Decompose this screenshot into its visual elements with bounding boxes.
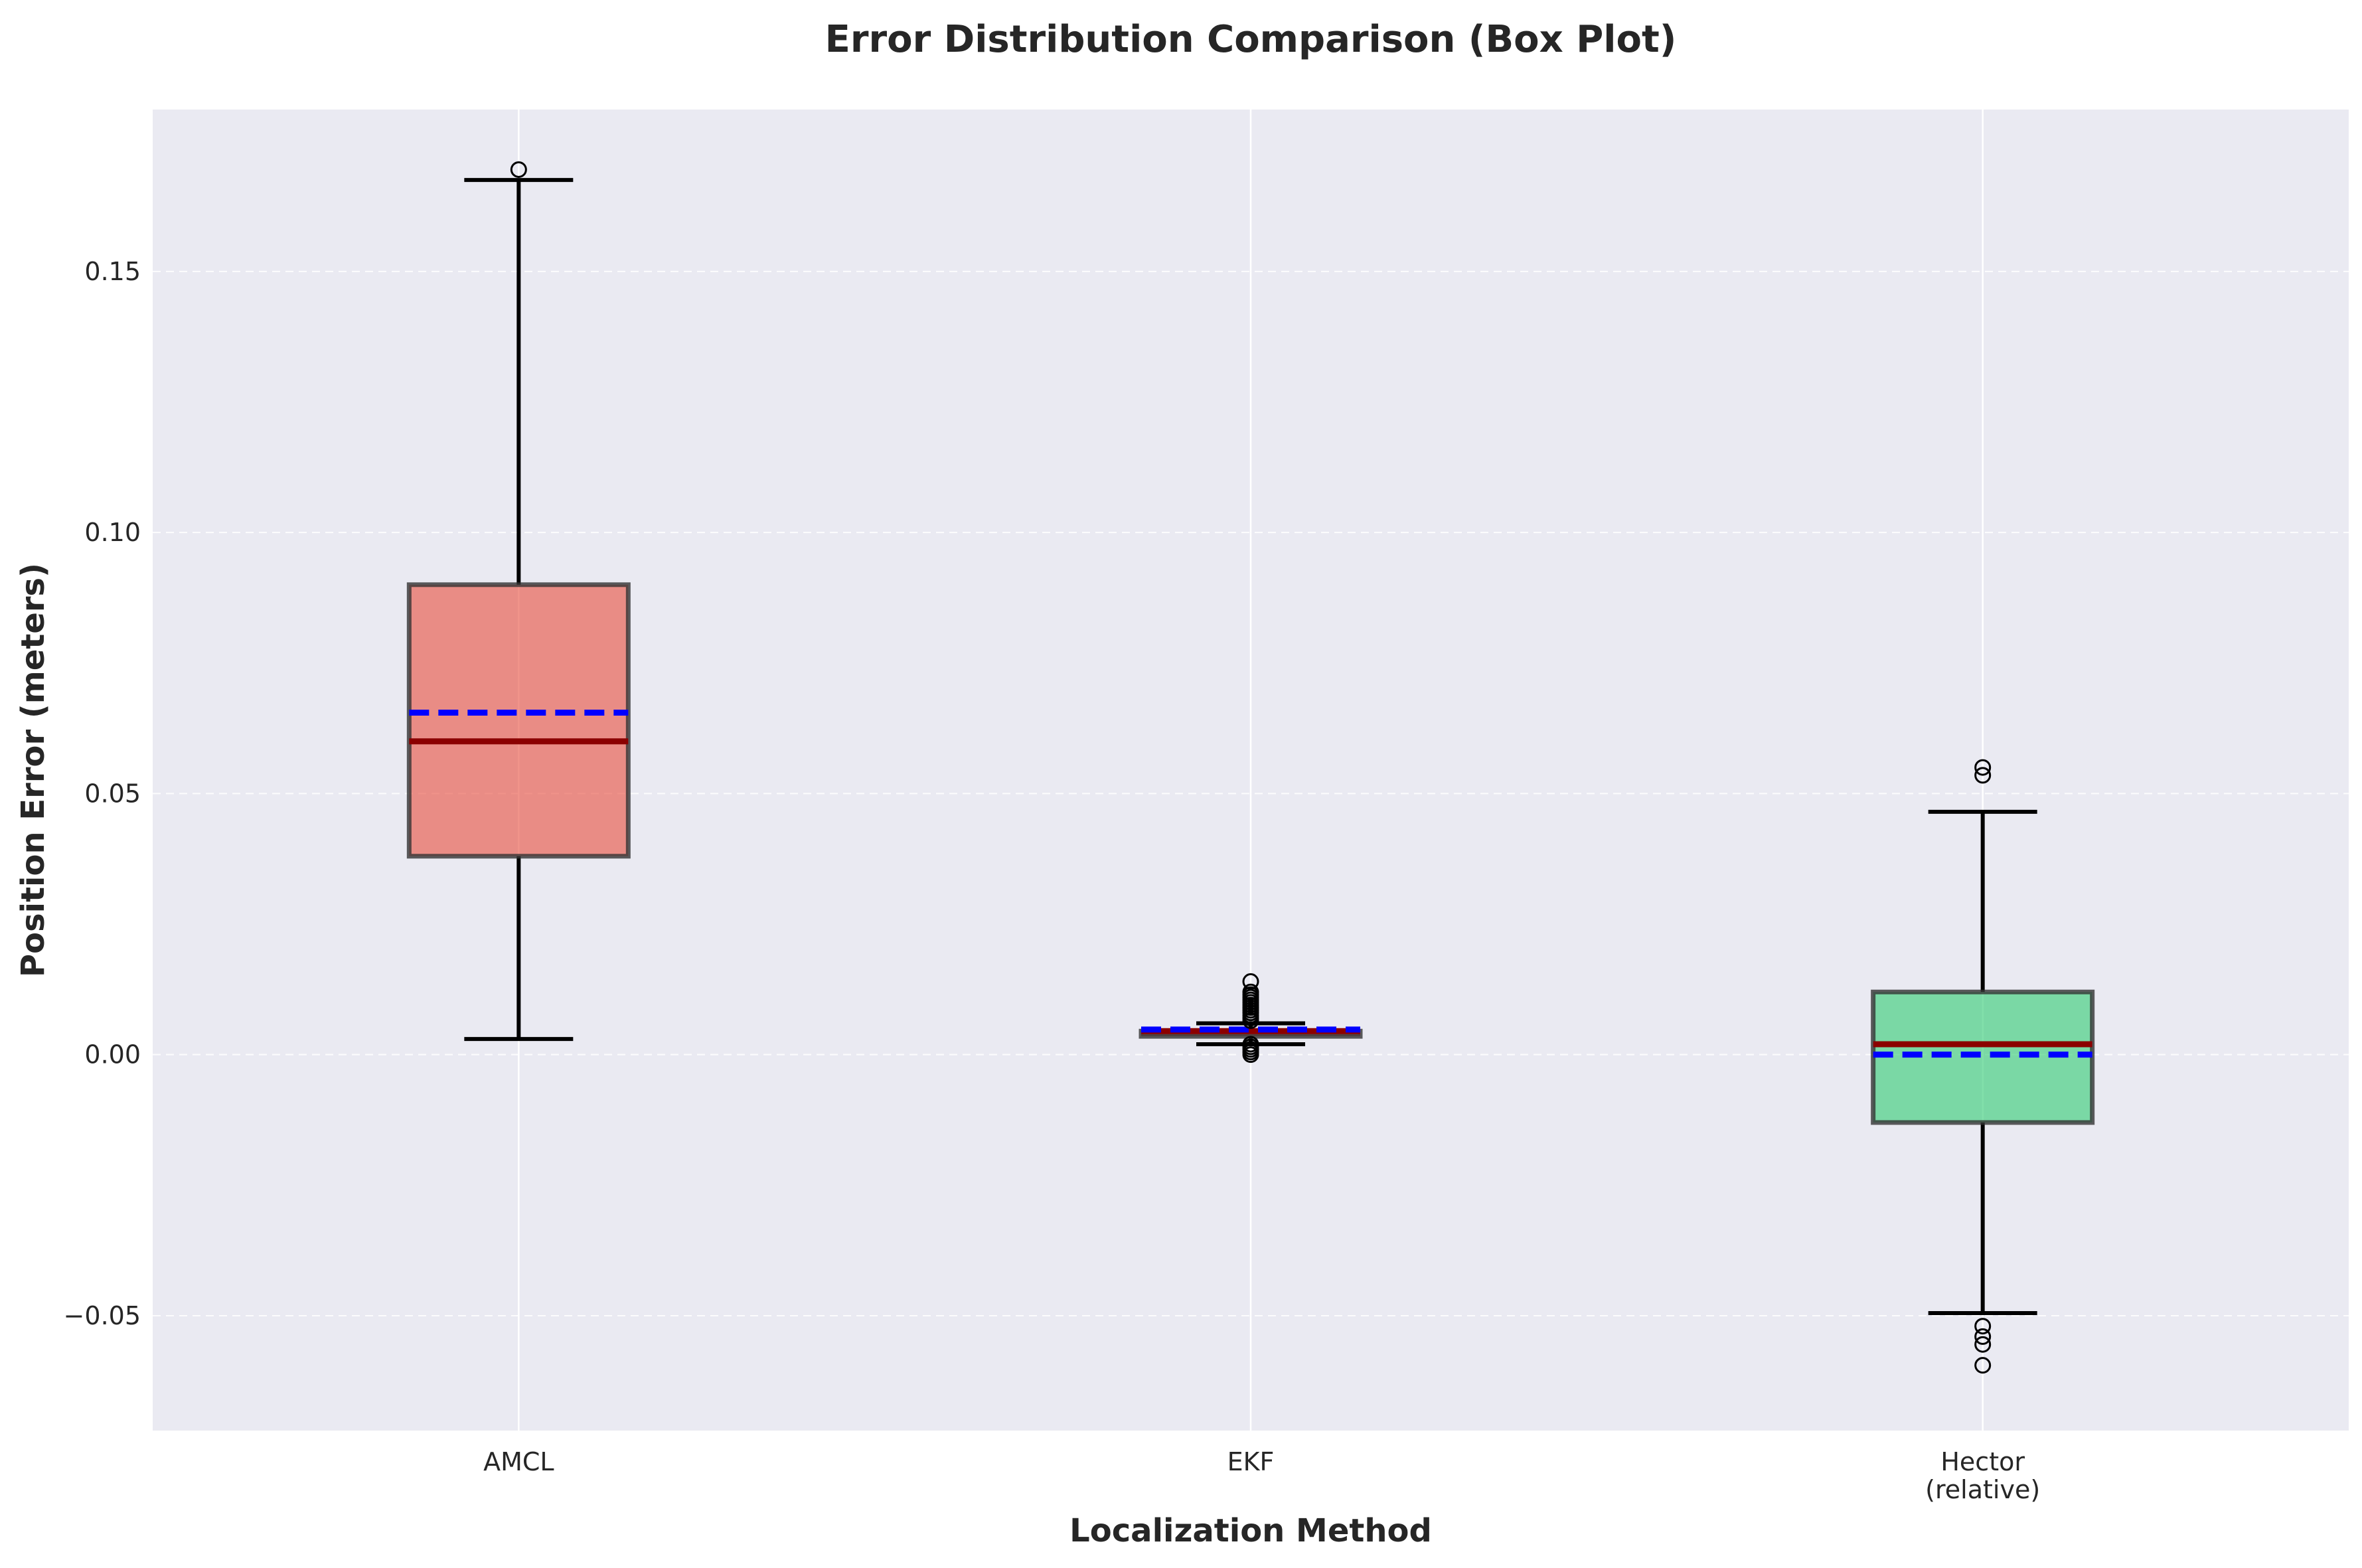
x-tick-label: Hector: [1940, 1447, 2025, 1476]
x-axis-label: Localization Method: [1069, 1512, 1432, 1549]
x-tick-label: (relative): [1925, 1475, 2040, 1504]
y-tick-label: −0.05: [64, 1301, 141, 1330]
y-axis-label: Position Error (meters): [15, 563, 52, 977]
outlier-point: [1242, 1036, 1259, 1053]
outlier-point: [1242, 973, 1259, 990]
outlier-point: [1242, 983, 1259, 1000]
outlier-point: [1974, 1336, 1992, 1353]
box-layer: [406, 161, 2095, 1374]
outlier-point: [1974, 1318, 1992, 1335]
outlier-point: [1974, 1357, 1992, 1374]
chart-title: Error Distribution Comparison (Box Plot): [825, 18, 1677, 61]
outlier-point: [1974, 767, 1992, 784]
y-tick-label: 0.05: [84, 779, 141, 808]
box-group: [406, 161, 631, 1042]
box-group: [1139, 973, 1363, 1063]
x-tick-label: EKF: [1227, 1447, 1275, 1476]
box-group: [1871, 759, 2095, 1374]
box-body: [406, 582, 631, 859]
outlier-point: [510, 161, 527, 178]
y-tick-label: 0.00: [84, 1040, 141, 1069]
outlier-point: [1974, 759, 1992, 776]
x-tick-label: AMCL: [483, 1447, 554, 1476]
tick-layer: −0.05 0.00 0.05 0.10 0.15 AMCL EKF Hector(relat…: [64, 257, 2041, 1504]
y-tick-label: 0.10: [84, 518, 141, 547]
y-tick-label: 0.15: [84, 257, 141, 286]
outlier-point: [1974, 1328, 1992, 1345]
